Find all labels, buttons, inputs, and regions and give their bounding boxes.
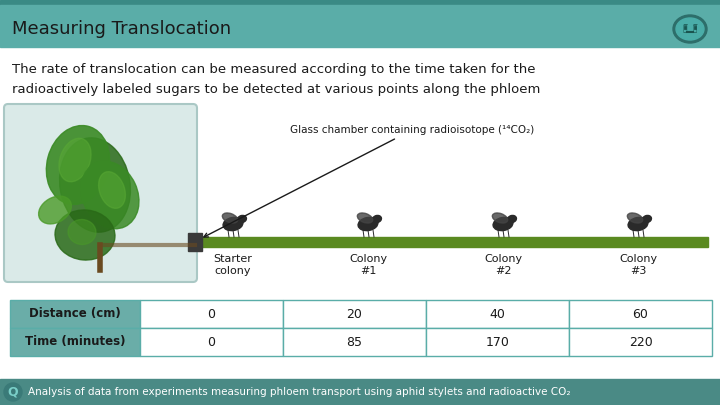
Bar — [140, 300, 283, 328]
Ellipse shape — [493, 217, 513, 230]
Ellipse shape — [68, 220, 96, 245]
Bar — [0, 5, 720, 47]
Text: Distance (cm): Distance (cm) — [29, 307, 121, 320]
Text: Colony
#2: Colony #2 — [484, 254, 522, 275]
Text: radioactively labeled sugars to be detected at various points along the phloem: radioactively labeled sugars to be detec… — [12, 83, 541, 96]
Text: 0: 0 — [207, 335, 215, 348]
Ellipse shape — [372, 215, 382, 223]
Bar — [569, 328, 712, 356]
Text: Time (minutes): Time (minutes) — [24, 335, 125, 348]
Ellipse shape — [627, 213, 643, 223]
Ellipse shape — [59, 138, 91, 182]
Text: 20: 20 — [346, 307, 362, 320]
Ellipse shape — [238, 215, 246, 223]
Bar — [426, 328, 569, 356]
Circle shape — [4, 383, 22, 401]
Bar — [283, 328, 426, 356]
Ellipse shape — [358, 217, 378, 230]
Ellipse shape — [223, 217, 243, 230]
Text: Q: Q — [8, 386, 18, 399]
Ellipse shape — [628, 217, 648, 230]
Text: Starter
colony: Starter colony — [214, 254, 253, 275]
Ellipse shape — [60, 138, 130, 232]
Ellipse shape — [222, 213, 238, 223]
Text: 60: 60 — [633, 307, 649, 320]
Text: 220: 220 — [629, 335, 652, 348]
Text: 0: 0 — [207, 307, 215, 320]
Bar — [426, 300, 569, 328]
Ellipse shape — [357, 213, 373, 223]
Ellipse shape — [642, 215, 652, 223]
Ellipse shape — [55, 210, 115, 260]
Ellipse shape — [46, 126, 109, 205]
Bar — [0, 379, 720, 405]
Text: The rate of translocation can be measured according to the time taken for the: The rate of translocation can be measure… — [12, 64, 536, 77]
Bar — [569, 300, 712, 328]
Ellipse shape — [492, 213, 508, 223]
Bar — [193, 237, 708, 247]
Ellipse shape — [39, 196, 71, 224]
Ellipse shape — [508, 215, 516, 223]
Text: Colony
#3: Colony #3 — [619, 254, 657, 275]
Bar — [140, 328, 283, 356]
Bar — [283, 300, 426, 328]
Text: Analysis of data from experiments measuring phloem transport using aphid stylets: Analysis of data from experiments measur… — [28, 387, 570, 397]
Text: 170: 170 — [485, 335, 510, 348]
Bar — [10, 300, 140, 328]
Ellipse shape — [99, 172, 125, 208]
Text: Colony
#1: Colony #1 — [349, 254, 387, 275]
Ellipse shape — [673, 15, 707, 43]
Ellipse shape — [676, 18, 704, 40]
FancyBboxPatch shape — [4, 104, 197, 282]
Bar — [0, 0, 720, 5]
Text: ಠ̅‿ಠ̅: ಠ̅‿ಠ̅ — [683, 24, 698, 34]
Text: 40: 40 — [490, 307, 505, 320]
Text: 85: 85 — [346, 335, 362, 348]
Ellipse shape — [81, 161, 139, 229]
Bar — [10, 328, 140, 356]
Text: Measuring Translocation: Measuring Translocation — [12, 20, 231, 38]
Text: Glass chamber containing radioisotope (¹⁴CO₂): Glass chamber containing radioisotope (¹… — [204, 125, 534, 237]
Bar — [188, 233, 202, 251]
